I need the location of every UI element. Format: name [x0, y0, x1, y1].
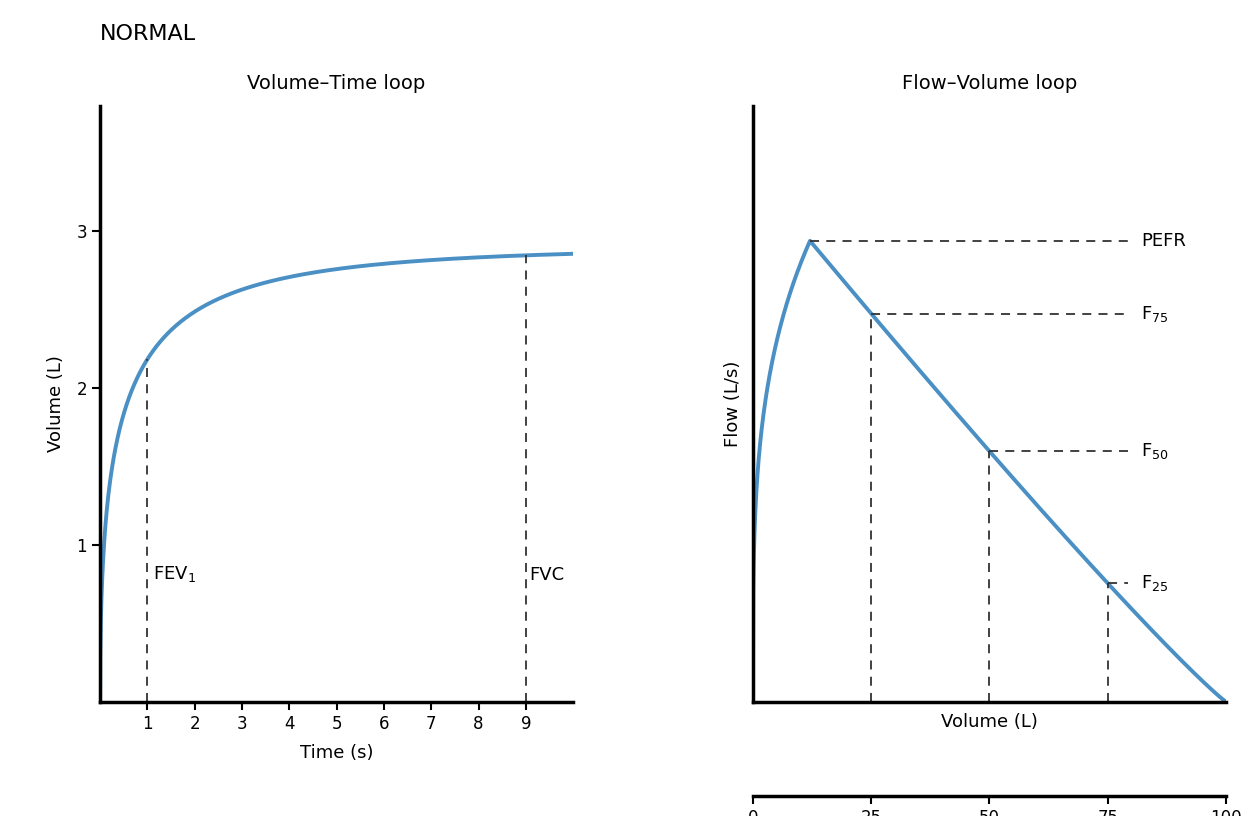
- Y-axis label: Volume (L): Volume (L): [48, 356, 65, 452]
- Title: Flow–Volume loop: Flow–Volume loop: [902, 74, 1077, 93]
- X-axis label: Volume (L): Volume (L): [941, 713, 1038, 731]
- Text: F$_{75}$: F$_{75}$: [1141, 304, 1168, 324]
- Y-axis label: Flow (L/s): Flow (L/s): [724, 361, 742, 447]
- Text: PEFR: PEFR: [1141, 232, 1186, 250]
- Text: FEV$_1$: FEV$_1$: [153, 564, 196, 584]
- X-axis label: Time (s): Time (s): [300, 744, 373, 762]
- Text: F$_{50}$: F$_{50}$: [1141, 441, 1168, 461]
- Title: Volume–Time loop: Volume–Time loop: [248, 74, 425, 93]
- Text: NORMAL: NORMAL: [100, 24, 196, 45]
- Text: F$_{25}$: F$_{25}$: [1141, 574, 1168, 593]
- Text: FVC: FVC: [529, 566, 564, 584]
